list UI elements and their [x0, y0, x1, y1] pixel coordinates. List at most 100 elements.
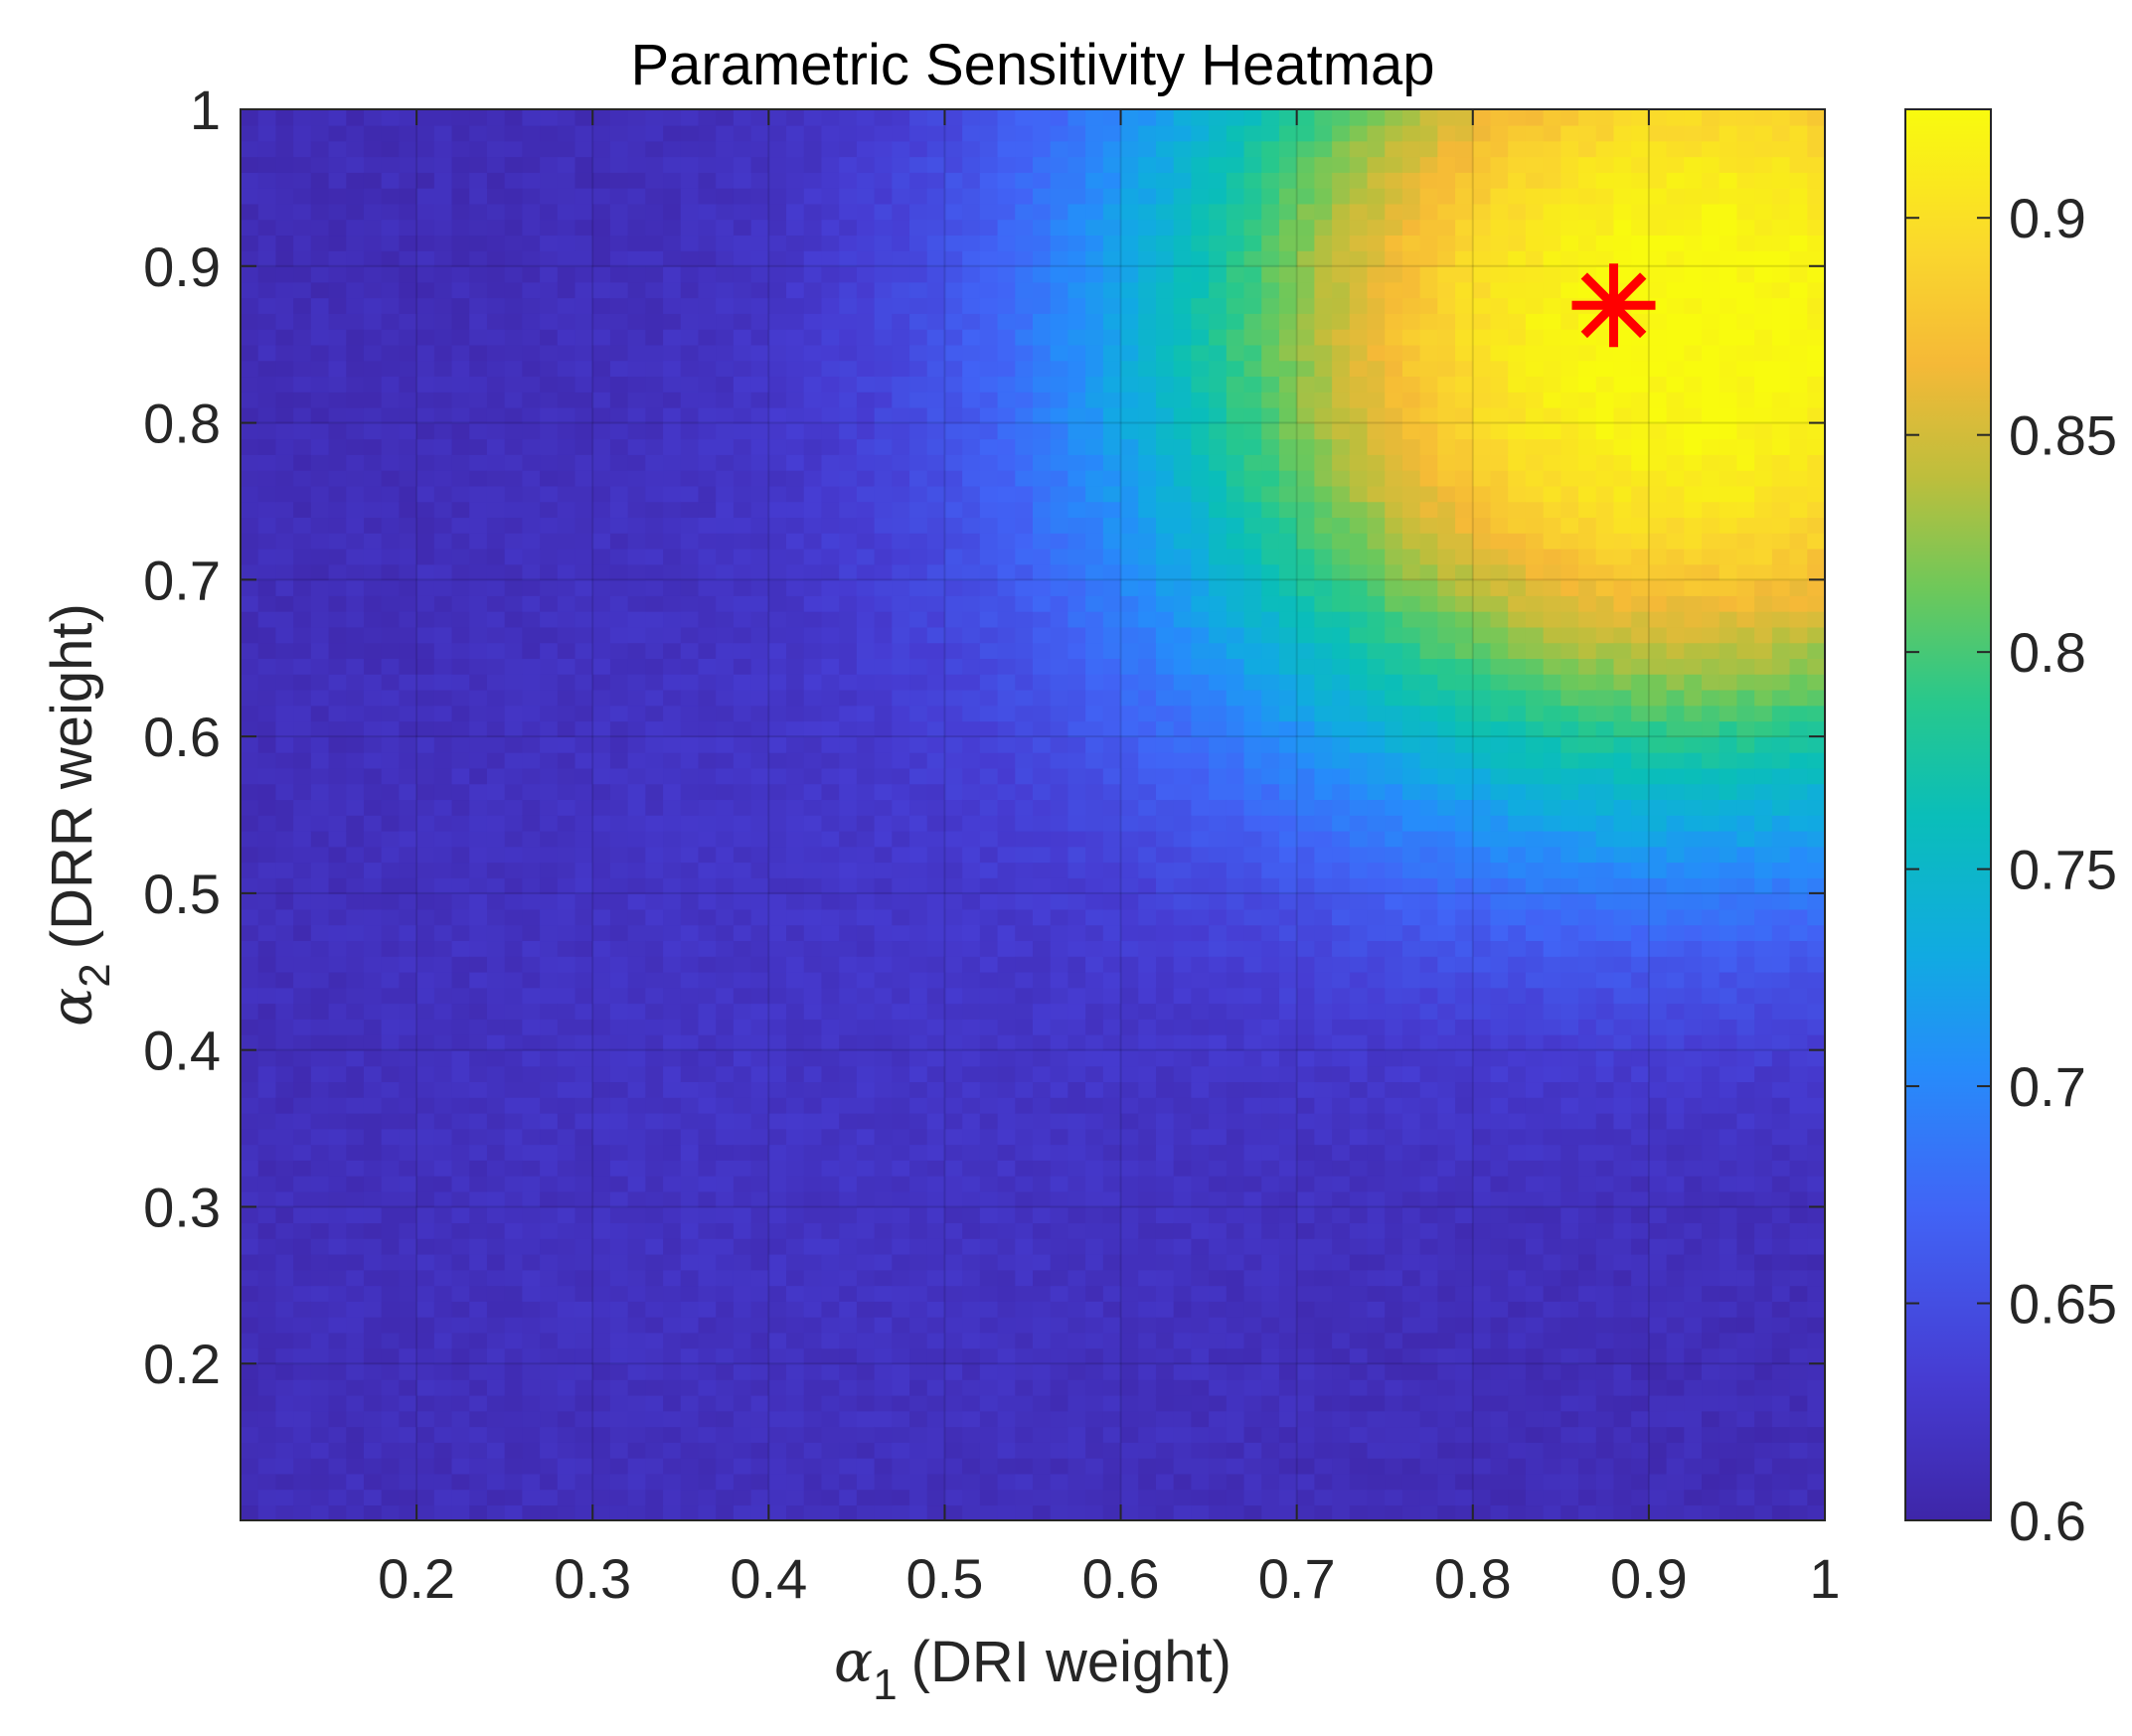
heatmap-cell — [557, 1442, 576, 1459]
heatmap-cell — [892, 1363, 910, 1380]
heatmap-cell — [310, 971, 330, 989]
heatmap-cell — [1050, 956, 1069, 973]
heatmap-cell — [416, 1269, 435, 1287]
heatmap-cell — [839, 187, 858, 205]
heatmap-cell — [1015, 454, 1034, 471]
heatmap-cell — [750, 1504, 770, 1520]
heatmap-cell — [803, 579, 823, 596]
heatmap-cell — [293, 265, 312, 283]
heatmap-cell — [293, 313, 312, 330]
heatmap-cell — [874, 485, 894, 503]
heatmap-cell — [1067, 1301, 1086, 1318]
heatmap-cell — [1033, 1190, 1052, 1208]
heatmap-cell — [768, 877, 787, 894]
heatmap-cell — [962, 846, 981, 864]
heatmap-cell — [1067, 767, 1086, 785]
heatmap-cell — [979, 1003, 999, 1020]
heatmap-cell — [522, 376, 541, 393]
heatmap-cell — [821, 1379, 840, 1396]
heatmap-cell — [609, 1285, 629, 1302]
heatmap-cell — [803, 517, 823, 534]
heatmap-cell — [381, 156, 401, 173]
heatmap-cell — [522, 533, 541, 550]
heatmap-cell — [1067, 908, 1086, 926]
heatmap-cell — [979, 313, 999, 330]
heatmap-cell — [486, 203, 506, 221]
heatmap-cell — [1102, 1144, 1122, 1161]
heatmap-cell — [768, 642, 787, 660]
heatmap-cell — [257, 140, 277, 158]
heatmap-cell — [1155, 1379, 1175, 1396]
heatmap-cell — [821, 720, 840, 737]
heatmap-cell — [399, 705, 417, 722]
heatmap-cell — [663, 1332, 682, 1349]
heatmap-cell — [909, 203, 928, 221]
heatmap-cell — [486, 1190, 506, 1208]
heatmap-cell — [909, 846, 928, 864]
heatmap-cell — [1033, 1144, 1052, 1161]
heatmap-cell — [680, 156, 700, 173]
heatmap-cell — [698, 1253, 717, 1271]
heatmap-cell — [451, 1442, 471, 1459]
heatmap-cell — [381, 1003, 401, 1020]
heatmap-cell — [522, 485, 541, 503]
heatmap-cell — [786, 422, 805, 440]
heatmap-cell — [1102, 815, 1122, 832]
heatmap-cell — [346, 517, 365, 534]
heatmap-cell — [1067, 265, 1086, 283]
heatmap-cell — [451, 1081, 471, 1098]
heatmap-cell — [786, 406, 805, 424]
heatmap-cell — [540, 610, 559, 628]
heatmap-cell — [892, 751, 910, 769]
heatmap-cell — [310, 767, 330, 785]
heatmap-cell — [839, 862, 858, 878]
heatmap-cell — [627, 454, 647, 471]
heatmap-cell — [944, 1442, 963, 1459]
heatmap-cell — [962, 610, 981, 628]
heatmap-cell — [892, 767, 910, 785]
heatmap-cell — [1033, 595, 1052, 612]
heatmap-cell — [275, 1222, 294, 1239]
heatmap-cell — [839, 422, 858, 440]
heatmap-cell — [293, 1347, 312, 1365]
heatmap-cell — [346, 862, 365, 878]
heatmap-cell — [310, 109, 330, 126]
heatmap-cell — [733, 940, 752, 957]
heatmap-cell — [821, 674, 840, 691]
heatmap-cell — [1191, 469, 1210, 487]
heatmap-cell — [698, 924, 717, 942]
heatmap-cell — [241, 1019, 259, 1035]
heatmap-cell — [574, 626, 594, 644]
heatmap-cell — [574, 172, 594, 189]
heatmap-cell — [856, 1190, 876, 1208]
heatmap-cell — [803, 1394, 823, 1412]
heatmap-cell — [522, 1081, 541, 1098]
heatmap-cell — [839, 172, 858, 189]
heatmap-cell — [1155, 1222, 1175, 1239]
heatmap-cell — [839, 1128, 858, 1146]
heatmap-cell — [1050, 1222, 1069, 1239]
heatmap-cell — [786, 517, 805, 534]
heatmap-cell — [257, 1363, 277, 1380]
heatmap-cell — [680, 1049, 700, 1067]
heatmap-cell — [1120, 1442, 1140, 1459]
heatmap-cell — [645, 124, 664, 142]
heatmap-cell — [363, 235, 383, 251]
heatmap-cell — [909, 297, 928, 314]
heatmap-cell — [944, 533, 963, 550]
heatmap-cell — [716, 1112, 735, 1130]
heatmap-cell — [698, 1206, 717, 1224]
heatmap-cell — [275, 987, 294, 1005]
heatmap-cell — [803, 1332, 823, 1349]
heatmap-cell — [381, 1190, 401, 1208]
heatmap-cell — [645, 109, 664, 126]
heatmap-cell — [1102, 658, 1122, 675]
heatmap-cell — [310, 344, 330, 362]
heatmap-cell — [733, 1285, 752, 1302]
heatmap-cell — [1138, 1065, 1157, 1083]
heatmap-cell — [310, 783, 330, 801]
heatmap-cell — [716, 422, 735, 440]
heatmap-cell — [1015, 908, 1034, 926]
heatmap-cell — [874, 642, 894, 660]
heatmap-cell — [486, 140, 506, 158]
